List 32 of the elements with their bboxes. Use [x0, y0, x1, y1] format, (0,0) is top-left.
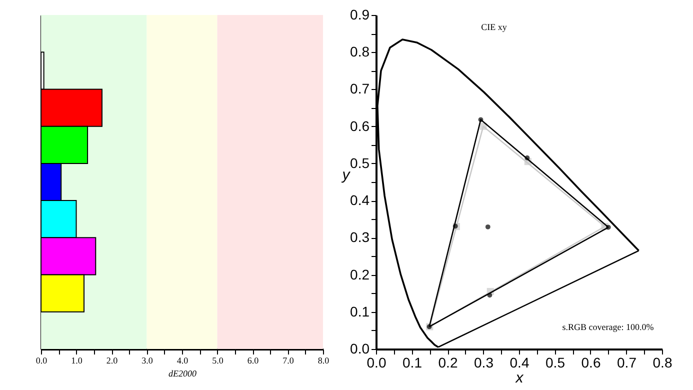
- y-axis-title: y: [341, 166, 352, 184]
- x-tick-label: 6.0: [247, 356, 260, 366]
- x-tick-label: 1.0: [71, 356, 83, 366]
- x-tick-label: 0.5: [546, 354, 566, 370]
- x-tick-label: 0.8: [652, 354, 672, 370]
- y-tick-label: 0.9: [350, 6, 370, 22]
- x-tick-label: 0.7: [617, 354, 637, 370]
- x-tick-label: 0.2: [438, 354, 458, 370]
- x-tick-label: 7.0: [282, 356, 294, 366]
- y-tick-label: 0.1: [350, 303, 370, 320]
- x-tick-label: 5.0: [212, 356, 224, 366]
- y-tick-label: 0.4: [350, 192, 370, 208]
- x-tick-label: 0.6: [581, 354, 601, 370]
- y-tick-label: 0.7: [350, 80, 370, 97]
- y-tick-label: 0.2: [350, 266, 370, 282]
- x-tick-label: 4.0: [176, 356, 189, 366]
- annotation: s.RGB coverage: 100.0%: [562, 322, 654, 332]
- y-tick-label: 0.6: [350, 118, 370, 134]
- x-tick-label: 0.0: [36, 356, 48, 366]
- x-tick-label: 8.0: [318, 356, 330, 366]
- x-tick-label: 0.3: [474, 354, 494, 370]
- x-axis-title: dE2000: [168, 368, 197, 378]
- x-tick-label: 3.0: [142, 356, 154, 366]
- y-tick-label: 0.5: [350, 154, 370, 171]
- x-tick-label: 0.1: [402, 354, 422, 370]
- text: CIE xy: [481, 22, 508, 32]
- y-tick-label: 0.3: [350, 229, 370, 246]
- x-tick-label: 0.4: [510, 354, 530, 370]
- x-tick-label: 2.0: [106, 356, 118, 366]
- y-tick-label: 0.8: [350, 44, 370, 60]
- x-tick-label: 0.0: [366, 354, 386, 370]
- x-axis-title: x: [514, 370, 524, 386]
